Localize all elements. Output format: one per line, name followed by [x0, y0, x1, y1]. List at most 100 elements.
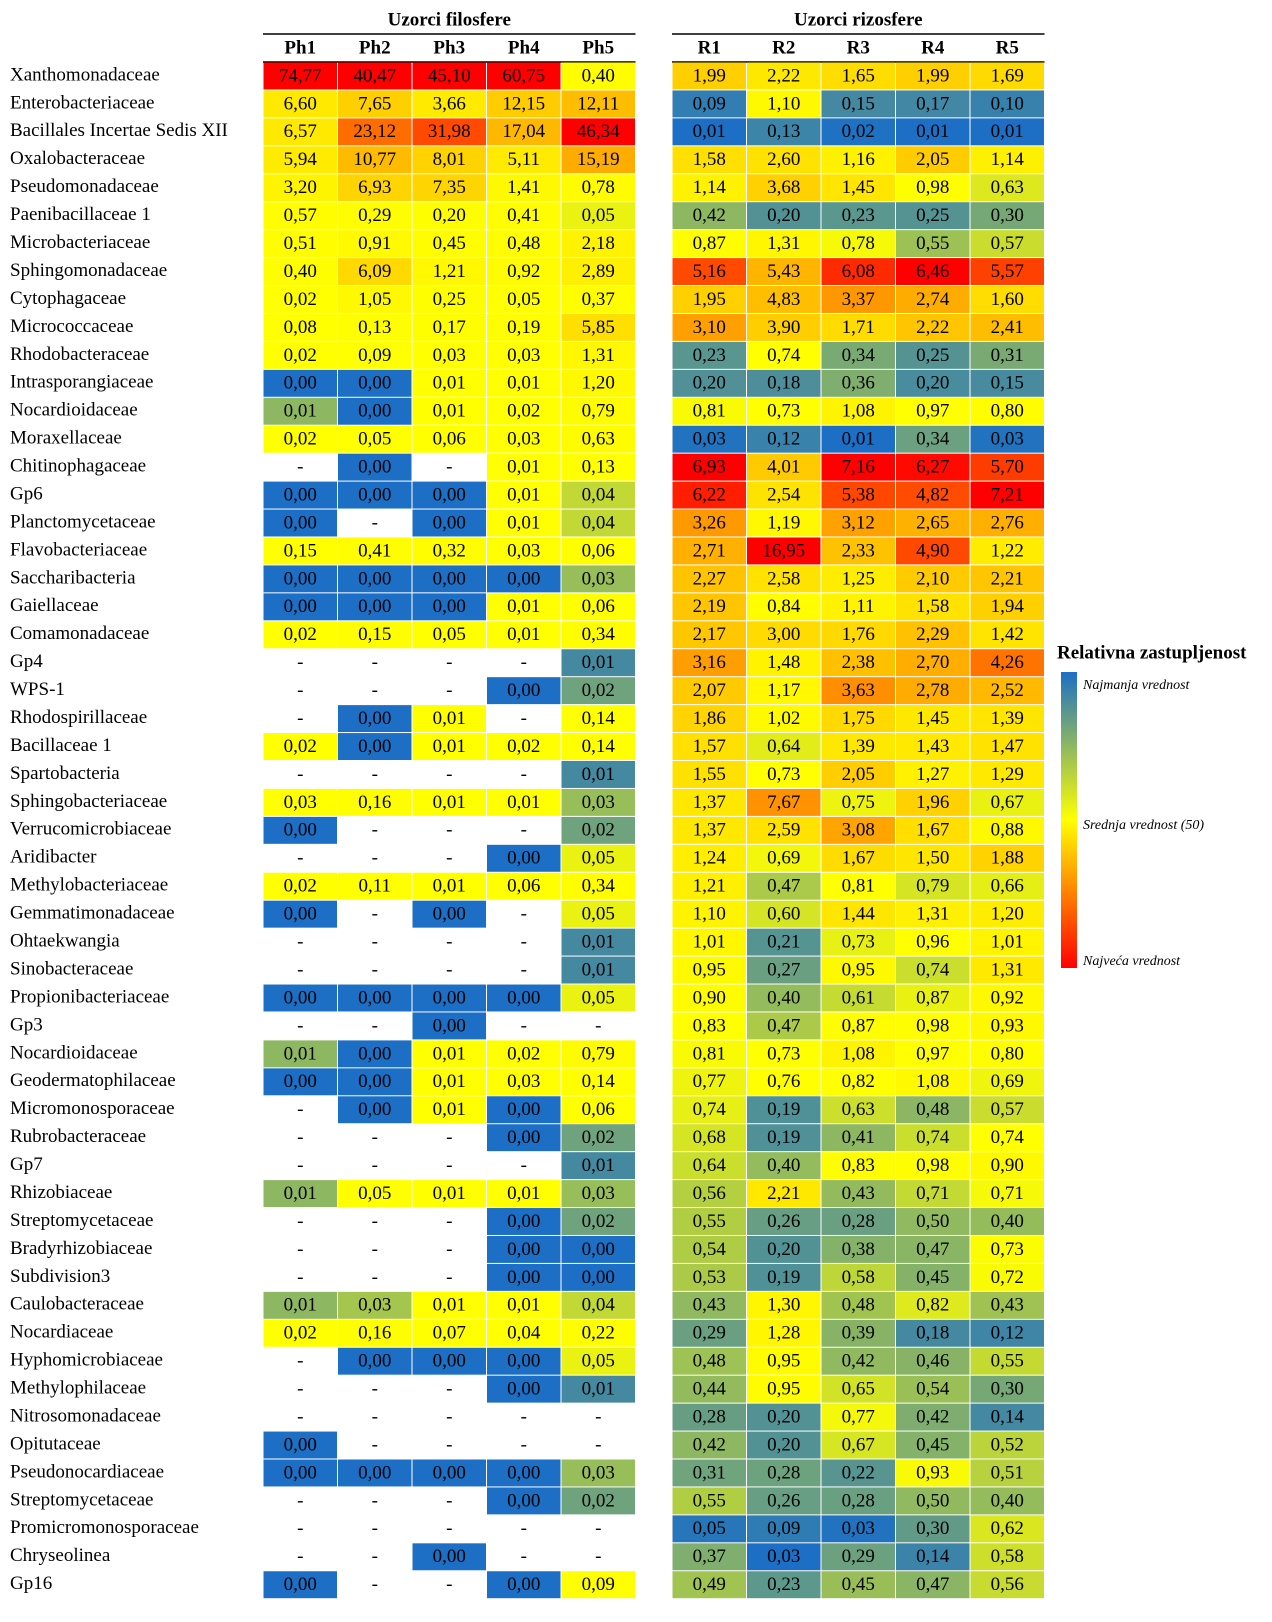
cell	[561, 1208, 635, 1235]
row-label: Pseudomonadaceae	[10, 176, 159, 197]
cell	[263, 202, 337, 230]
cell	[747, 397, 821, 425]
cell-value: 1,42	[991, 624, 1024, 645]
cell	[821, 1347, 895, 1375]
cell	[747, 1403, 821, 1431]
cell-value: 2,05	[916, 149, 949, 170]
cell-value: 0,92	[991, 987, 1024, 1008]
cell-value: 1,71	[842, 317, 875, 338]
cell-value: 0,01	[507, 373, 540, 394]
cell-value: 0,56	[991, 1574, 1024, 1595]
cell-value: 2,60	[767, 149, 800, 170]
cell-value: 1,25	[842, 568, 875, 589]
cell	[561, 1291, 635, 1319]
cell	[487, 286, 561, 313]
cell-value: 0,90	[991, 1155, 1024, 1176]
cell	[821, 397, 895, 425]
cell	[747, 1124, 821, 1152]
cell-value: 16,95	[762, 540, 805, 561]
cell	[896, 984, 970, 1012]
cell-value: 2,76	[991, 512, 1024, 533]
cell	[561, 313, 635, 341]
cell-value: 0,74	[916, 959, 950, 980]
cell-value: 1,55	[693, 764, 726, 785]
cell-value: 0,15	[358, 624, 391, 645]
cell	[821, 258, 895, 286]
cell	[821, 62, 895, 90]
cell	[338, 1068, 412, 1096]
cell-value: 0,23	[767, 1574, 800, 1595]
cell-value: 1,10	[767, 93, 800, 114]
row-label: Rhodobacteraceae	[10, 344, 149, 365]
cell	[747, 90, 821, 118]
cell	[672, 1319, 746, 1347]
cell-value: -	[297, 1155, 303, 1176]
cell-value: 0,83	[842, 1155, 875, 1176]
cell	[412, 62, 486, 90]
cell	[896, 1068, 970, 1096]
cell-value: 0,00	[284, 596, 317, 617]
cell-value: 60,75	[502, 65, 545, 86]
row-label: Spartobacteria	[10, 763, 120, 784]
cell-value: 0,13	[767, 121, 800, 142]
cell	[561, 146, 635, 174]
cell-value: 0,01	[433, 1295, 466, 1316]
cell-value: 0,00	[507, 987, 540, 1008]
cell	[896, 733, 970, 760]
cell	[338, 118, 412, 146]
cell-value: 0,00	[433, 987, 466, 1008]
cell-value: -	[372, 904, 378, 925]
cell	[672, 956, 746, 984]
cell	[487, 1571, 561, 1599]
cell	[970, 62, 1044, 90]
cell-value: 1,44	[842, 904, 876, 925]
cell	[561, 397, 635, 425]
cell	[747, 1180, 821, 1208]
row-label: Nocardioidaceae	[10, 400, 138, 421]
cell-value: -	[521, 1434, 527, 1455]
cell	[672, 593, 746, 621]
cell	[487, 565, 561, 593]
cell	[821, 1096, 895, 1124]
cell	[263, 174, 337, 202]
cell	[561, 900, 635, 928]
cell-value: 0,25	[916, 205, 949, 226]
cell-value: 1,96	[916, 792, 949, 813]
cell	[338, 1180, 412, 1208]
cell	[970, 1068, 1044, 1096]
cell-value: 0,02	[507, 736, 540, 757]
cell-value: -	[595, 1434, 601, 1455]
cell-value: 0,54	[693, 1239, 727, 1260]
cell	[896, 537, 970, 565]
cell-value: 0,00	[507, 1574, 540, 1595]
cell-value: 0,01	[991, 121, 1024, 142]
cell-value: 0,82	[842, 1071, 875, 1092]
cell-value: 0,71	[991, 1183, 1024, 1204]
cell	[561, 1319, 635, 1347]
cell	[672, 984, 746, 1012]
cell	[821, 1291, 895, 1319]
cell-value: 0,01	[433, 876, 466, 897]
cell	[821, 90, 895, 118]
cell-value: 0,78	[842, 233, 875, 254]
cell-value: 0,03	[582, 1462, 615, 1483]
cell	[896, 872, 970, 900]
cell	[412, 90, 486, 118]
cell-value: -	[446, 959, 452, 980]
cell	[338, 872, 412, 900]
cell-value: 0,04	[582, 1295, 616, 1316]
cell-value: 0,00	[358, 457, 391, 478]
cell-value: 6,60	[284, 93, 317, 114]
cell-value: 31,98	[428, 121, 471, 142]
row-label: Paenibacillaceae 1	[10, 204, 151, 225]
cell	[970, 509, 1044, 537]
cell	[970, 621, 1044, 649]
cell	[821, 174, 895, 202]
cell	[821, 900, 895, 928]
cell-value: -	[297, 764, 303, 785]
cell	[747, 537, 821, 565]
cell	[896, 844, 970, 872]
cell	[487, 397, 561, 425]
cell-value: 2,41	[991, 317, 1024, 338]
cell	[747, 1040, 821, 1068]
